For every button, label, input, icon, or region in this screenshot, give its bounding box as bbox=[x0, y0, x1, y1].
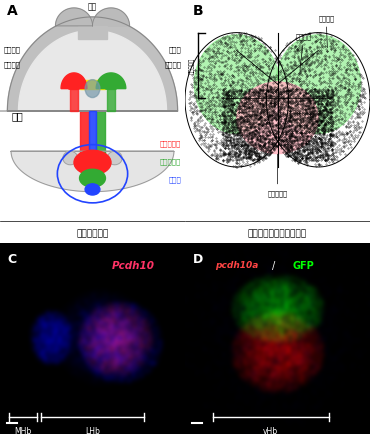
Text: 外側亜核: 外側亜核 bbox=[318, 16, 334, 49]
Polygon shape bbox=[89, 112, 96, 174]
Text: MHb: MHb bbox=[14, 426, 32, 434]
Polygon shape bbox=[107, 89, 115, 112]
Text: A: A bbox=[7, 4, 18, 18]
Text: 腹側手綱核: 腹側手綱核 bbox=[268, 155, 287, 197]
Text: ゼブラフィッシュ手綱核: ゼブラフィッシュ手綱核 bbox=[248, 229, 307, 238]
Ellipse shape bbox=[74, 151, 111, 175]
Text: Pcdh10: Pcdh10 bbox=[112, 260, 155, 270]
Text: 背側脚間核: 背側脚間核 bbox=[160, 140, 181, 146]
Ellipse shape bbox=[63, 152, 78, 165]
Text: LHb: LHb bbox=[85, 426, 100, 434]
Text: 視蓋: 視蓋 bbox=[11, 111, 23, 121]
Text: ラット手綱核: ラット手綱核 bbox=[76, 229, 109, 238]
Text: B: B bbox=[192, 4, 203, 18]
Polygon shape bbox=[80, 80, 105, 89]
Text: 内側亜核: 内側亜核 bbox=[296, 34, 312, 69]
Ellipse shape bbox=[276, 36, 361, 134]
Text: pcdh10a: pcdh10a bbox=[215, 260, 259, 269]
Text: 左手綱核: 左手綱核 bbox=[4, 62, 21, 68]
Polygon shape bbox=[11, 152, 174, 192]
Ellipse shape bbox=[237, 83, 318, 154]
Text: 傍松果体: 傍松果体 bbox=[4, 46, 21, 53]
Ellipse shape bbox=[85, 80, 100, 99]
Text: 嗅球: 嗅球 bbox=[88, 2, 97, 11]
Polygon shape bbox=[70, 89, 78, 112]
Ellipse shape bbox=[107, 152, 122, 165]
Polygon shape bbox=[92, 9, 130, 27]
Polygon shape bbox=[70, 83, 80, 87]
Polygon shape bbox=[7, 18, 178, 112]
Text: 右手綱核: 右手綱核 bbox=[164, 62, 181, 68]
Polygon shape bbox=[80, 112, 89, 168]
Polygon shape bbox=[18, 31, 166, 112]
Text: 腹側脚間核: 腹側脚間核 bbox=[160, 158, 181, 164]
Text: GFP: GFP bbox=[293, 260, 314, 270]
Polygon shape bbox=[96, 112, 105, 168]
Text: C: C bbox=[7, 253, 17, 266]
Ellipse shape bbox=[85, 184, 100, 196]
Text: 松果体: 松果体 bbox=[169, 46, 181, 53]
Text: D: D bbox=[192, 253, 203, 266]
Ellipse shape bbox=[80, 170, 105, 188]
Text: 背側手綱核: 背側手綱核 bbox=[189, 58, 194, 74]
Text: 縫線核: 縫線核 bbox=[169, 175, 181, 182]
Polygon shape bbox=[78, 27, 107, 40]
Polygon shape bbox=[96, 74, 126, 89]
Polygon shape bbox=[61, 74, 87, 89]
Text: /: / bbox=[272, 260, 275, 270]
Text: vHb: vHb bbox=[263, 426, 278, 434]
Polygon shape bbox=[56, 9, 92, 27]
Ellipse shape bbox=[194, 36, 279, 134]
